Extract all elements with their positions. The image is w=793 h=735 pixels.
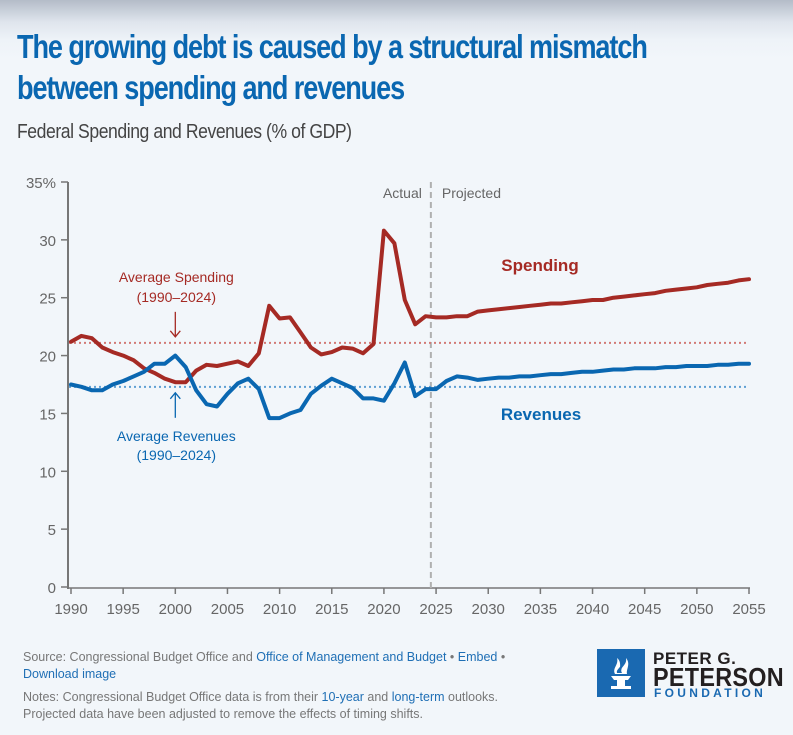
x-tick-label: 2000: [159, 601, 192, 618]
x-tick-label: 2040: [576, 601, 609, 618]
title-line-1: The growing debt is caused by a structur…: [17, 28, 648, 65]
torch-icon: [597, 649, 645, 697]
average-revenues-label-line2: (1990–2024): [137, 447, 216, 463]
separator-1: •: [446, 650, 458, 664]
peterson-foundation-logo[interactable]: PETER G. PETERSON FOUNDATION: [597, 649, 787, 700]
x-tick-label: 2050: [680, 601, 713, 618]
x-tick-label: 1990: [54, 601, 87, 618]
long-term-outlook-link[interactable]: long-term: [391, 690, 445, 704]
download-image-link[interactable]: Download image: [23, 667, 117, 681]
average-revenues-label-line1: Average Revenues: [117, 428, 236, 444]
notes-prefix: Notes: Congressional Budget Office data …: [23, 690, 322, 704]
source-prefix: Source: Congressional Budget Office and: [23, 650, 257, 664]
y-tick-label: 20: [39, 349, 56, 366]
revenues-series-label: Revenues: [501, 405, 581, 424]
notes-suffix: outlooks.: [444, 690, 499, 704]
x-tick-label: 2025: [419, 601, 452, 618]
y-tick-label: 30: [39, 233, 56, 250]
average-spending-label-line1: Average Spending: [119, 269, 234, 285]
y-tick-label: 25: [39, 291, 56, 308]
x-tick-label: 2030: [472, 601, 505, 618]
y-tick-label: 5: [48, 522, 56, 539]
omb-link[interactable]: Office of Management and Budget: [256, 650, 447, 664]
x-tick-label: 2035: [524, 601, 557, 618]
spending-series-label: Spending: [501, 256, 578, 275]
separator-2: •: [497, 650, 506, 664]
average-spending-label-line2: (1990–2024): [137, 289, 216, 305]
average-revenues-arrowhead: [169, 391, 181, 400]
y-tick-label: 10: [39, 464, 56, 481]
ten-year-outlook-link[interactable]: 10-year: [321, 690, 364, 704]
x-tick-label: 2010: [263, 601, 296, 618]
x-tick-label: 2020: [367, 601, 400, 618]
annotations: Actual Projected Spending Revenues Avera…: [117, 185, 581, 463]
average-lines: [69, 311, 749, 418]
notes: Notes: Congressional Budget Office data …: [23, 689, 563, 723]
x-tick-label: 2045: [628, 601, 661, 618]
logo-line-2: PETERSON: [653, 662, 784, 692]
series-lines: [69, 228, 751, 421]
x-tick-label: 2055: [732, 601, 765, 618]
chart-footer: Source: Congressional Budget Office and …: [23, 649, 563, 723]
spending-line: [69, 228, 751, 385]
y-tick-label: 35%: [26, 175, 56, 192]
title-line-2: between spending and revenues: [17, 69, 405, 106]
x-tick-label: 1995: [106, 601, 139, 618]
chart-subtitle: Federal Spending and Revenues (% of GDP): [17, 121, 352, 143]
source-line: Source: Congressional Budget Office and …: [23, 649, 563, 683]
notes-line-2: Projected data have been adjusted to rem…: [23, 707, 424, 721]
projected-label: Projected: [442, 185, 501, 201]
x-tick-label: 2005: [211, 601, 244, 618]
embed-link[interactable]: Embed: [457, 650, 498, 664]
y-tick-label: 15: [39, 406, 56, 423]
actual-label: Actual: [383, 185, 422, 201]
logo-line-3: FOUNDATION: [654, 686, 767, 700]
average-spending-arrowhead: [169, 330, 181, 338]
logo-line-1: PETER G.: [653, 649, 737, 668]
revenues-line: [69, 353, 751, 421]
chart-title: The growing debt is caused by a structur…: [17, 26, 780, 108]
y-tick-label: 0: [48, 580, 56, 597]
x-tick-label: 2015: [315, 601, 348, 618]
notes-mid: and: [363, 690, 392, 704]
